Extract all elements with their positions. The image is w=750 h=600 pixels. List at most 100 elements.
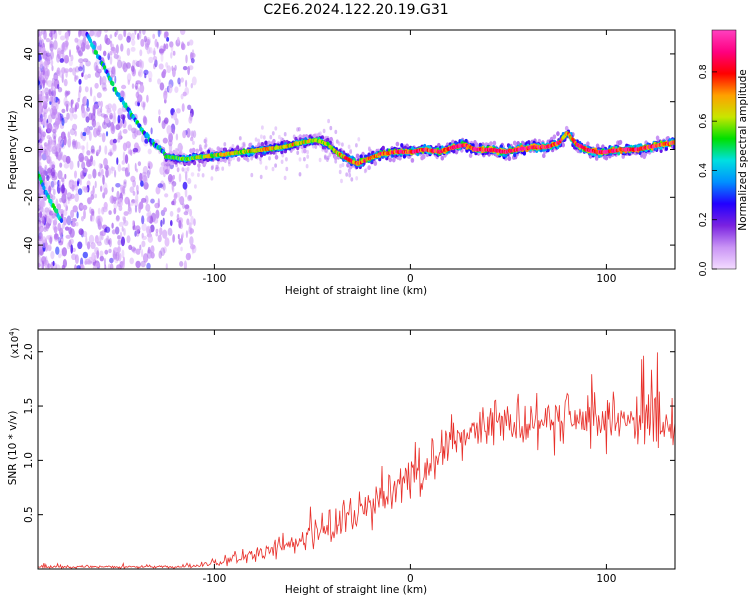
noise-speck bbox=[298, 172, 302, 177]
noise-speck bbox=[190, 52, 196, 59]
noise-speck bbox=[268, 156, 271, 161]
noise-speck bbox=[90, 155, 94, 163]
noise-speck bbox=[134, 201, 139, 208]
noise-speck bbox=[51, 101, 58, 110]
noise-speck bbox=[71, 218, 77, 222]
noise-speck bbox=[41, 39, 44, 46]
noise-speck bbox=[60, 35, 66, 41]
noise-speck bbox=[121, 226, 124, 232]
noise-speck bbox=[88, 234, 95, 244]
noise-speck bbox=[49, 246, 52, 251]
noise-speck bbox=[159, 30, 162, 35]
noise-speck bbox=[115, 215, 120, 223]
noise-speck bbox=[98, 132, 102, 138]
noise-speck bbox=[96, 92, 102, 99]
ridge-cell bbox=[561, 142, 565, 148]
noise-speck bbox=[110, 165, 114, 174]
noise-speck bbox=[138, 204, 142, 214]
noise-speck bbox=[163, 43, 166, 52]
noise-speck bbox=[175, 133, 179, 141]
noise-speck bbox=[271, 166, 275, 172]
noise-speck bbox=[187, 65, 191, 76]
snr-background bbox=[38, 330, 675, 569]
colorbar-gradient bbox=[711, 29, 737, 270]
noise-speck bbox=[139, 49, 143, 57]
noise-speck bbox=[139, 244, 142, 251]
noise-speck bbox=[137, 33, 140, 40]
noise-speck bbox=[75, 221, 79, 227]
noise-speck bbox=[164, 237, 170, 247]
noise-speck bbox=[104, 30, 108, 33]
noise-speck bbox=[147, 169, 150, 179]
noise-speck bbox=[338, 169, 342, 175]
noise-speck bbox=[94, 247, 99, 255]
noise-speck bbox=[78, 66, 83, 72]
noise-speck bbox=[348, 173, 352, 178]
noise-speck bbox=[150, 127, 153, 135]
noise-speck bbox=[184, 187, 188, 198]
noise-speck bbox=[58, 253, 62, 259]
noise-speck bbox=[115, 251, 120, 262]
noise-speck bbox=[147, 148, 152, 155]
noise-speck bbox=[109, 34, 113, 39]
noise-speck bbox=[48, 32, 53, 38]
noise-speck bbox=[66, 192, 72, 200]
noise-speck bbox=[94, 71, 101, 78]
noise-speck bbox=[133, 128, 139, 138]
noise-speck bbox=[50, 180, 55, 188]
noise-speck bbox=[140, 38, 145, 47]
noise-speck bbox=[192, 140, 195, 145]
noise-speck bbox=[84, 155, 89, 162]
noise-speck bbox=[38, 84, 42, 91]
ridge-cell bbox=[552, 134, 557, 140]
noise-speck bbox=[38, 205, 41, 213]
ridge-cell bbox=[604, 155, 609, 161]
noise-speck bbox=[262, 135, 266, 140]
noise-speck bbox=[257, 138, 260, 143]
noise-speck bbox=[163, 207, 168, 213]
noise-speck bbox=[297, 127, 301, 132]
noise-speck bbox=[63, 78, 68, 87]
noise-speck bbox=[140, 101, 146, 108]
ridge-cell bbox=[546, 147, 550, 153]
noise-speck bbox=[148, 168, 151, 175]
noise-speck bbox=[153, 217, 159, 224]
colorbar-tick-label: 0.0 bbox=[698, 261, 709, 276]
noise-speck bbox=[103, 187, 108, 195]
noise-speck bbox=[45, 79, 48, 84]
noise-speck bbox=[109, 263, 114, 269]
noise-speck bbox=[283, 132, 287, 137]
noise-speck bbox=[76, 211, 79, 219]
noise-speck bbox=[227, 159, 231, 164]
page-title: C2E6.2024.122.20.19.G31 bbox=[263, 2, 449, 18]
noise-speck bbox=[176, 213, 180, 221]
noise-speck bbox=[163, 171, 166, 178]
x-tick-label: 0 bbox=[407, 573, 414, 585]
noise-speck bbox=[72, 140, 76, 150]
noise-speck bbox=[137, 94, 143, 103]
noise-speck bbox=[102, 87, 108, 92]
noise-speck bbox=[140, 260, 146, 268]
ridge-cell bbox=[639, 143, 643, 148]
noise-speck bbox=[86, 150, 91, 156]
noise-speck bbox=[132, 247, 138, 254]
noise-speck bbox=[185, 79, 188, 88]
noise-speck bbox=[48, 185, 52, 195]
noise-speck bbox=[149, 247, 152, 255]
noise-speck bbox=[177, 77, 181, 85]
noise-speck bbox=[85, 126, 91, 136]
noise-speck bbox=[166, 65, 172, 74]
ridge-cell bbox=[664, 146, 669, 151]
noise-speck bbox=[109, 112, 114, 120]
snr-line bbox=[38, 352, 675, 569]
noise-speck bbox=[173, 111, 177, 121]
noise-speck bbox=[153, 47, 156, 57]
noise-speck bbox=[112, 249, 116, 260]
noise-speck bbox=[142, 253, 149, 263]
track-cell bbox=[42, 185, 46, 191]
track-cell bbox=[47, 194, 51, 200]
noise-speck bbox=[74, 66, 80, 73]
noise-speck bbox=[106, 235, 110, 244]
noise-speck bbox=[97, 125, 102, 133]
noise-speck bbox=[52, 124, 58, 134]
